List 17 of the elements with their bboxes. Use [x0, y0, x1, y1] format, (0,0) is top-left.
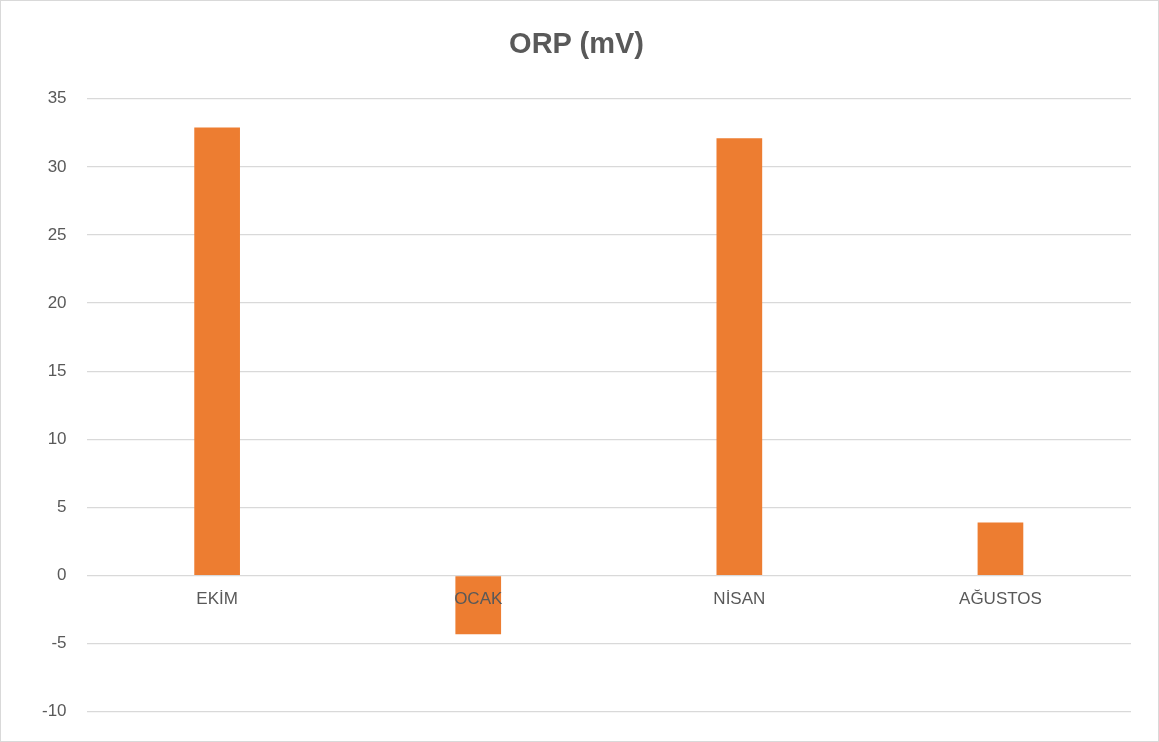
y-tick-label: 10 — [47, 429, 67, 449]
bar — [977, 522, 1024, 575]
x-tick-label: NİSAN — [713, 589, 766, 609]
y-tick-label: 25 — [47, 224, 67, 244]
chart-title: ORP (mV) — [509, 27, 644, 60]
y-tick-label: 5 — [57, 497, 67, 517]
y-tick-label: -5 — [51, 633, 67, 653]
bar — [716, 138, 763, 575]
y-tick-label: 0 — [57, 565, 67, 585]
y-tick-label: 15 — [47, 360, 67, 380]
y-tick-label: 30 — [47, 156, 67, 176]
bar — [194, 127, 240, 575]
x-tick-label: AĞUSTOS — [959, 589, 1042, 609]
y-tick-label: 35 — [47, 88, 67, 108]
x-tick-label: EKİM — [196, 589, 238, 609]
y-tick-label: 20 — [47, 292, 67, 312]
y-tick-label: -10 — [41, 701, 67, 721]
